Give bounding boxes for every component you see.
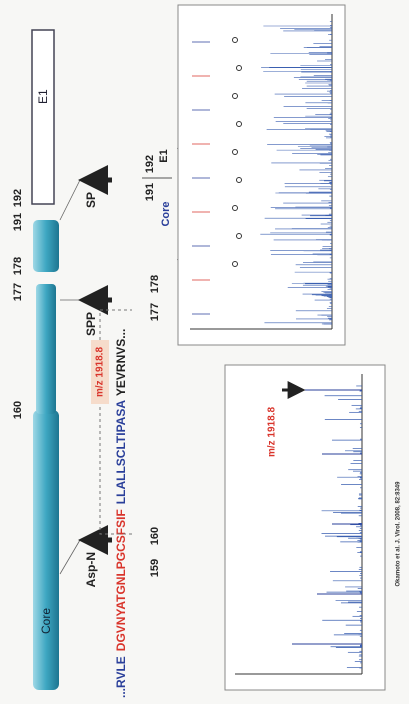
residue-number: 178 <box>149 275 161 293</box>
residue-number: 191 <box>144 183 156 201</box>
e1-bar <box>32 30 54 204</box>
enzyme-label: Asp-N <box>84 552 98 587</box>
enzyme-label: SP <box>84 192 98 208</box>
position-label: 191 <box>12 213 24 231</box>
ms-panel <box>225 365 385 690</box>
cleavage-right: E1 <box>158 149 170 162</box>
enzyme-label: SPP <box>84 312 98 336</box>
position-label: 177 <box>12 283 24 301</box>
core-label: Core <box>39 608 53 634</box>
position-label: 160 <box>12 401 24 419</box>
page: Core E1 160 177 178 191 192 Asp-N SPP SP… <box>0 0 409 704</box>
sequence: ...RVLE DGVNYATGNLPGCSFSIF LLALLSCLTIPASA Y… <box>114 329 128 698</box>
residue-number: 177 <box>149 303 161 321</box>
cleavage-left: Core <box>160 201 172 226</box>
peptide-mass: m/z 1918.8 <box>95 347 106 397</box>
core-bar <box>33 410 59 690</box>
residue-number: 159 <box>149 559 161 577</box>
sequence-part: ...RVLE <box>114 656 128 698</box>
core-bar-segment <box>36 284 56 414</box>
position-label: 178 <box>12 257 24 275</box>
slide: Core E1 160 177 178 191 192 Asp-N SPP SP… <box>0 0 409 704</box>
sequence-part: YEVRNVS... <box>114 329 128 396</box>
position-label: 192 <box>12 189 24 207</box>
sequence-part: LLALLSCLTIPASA <box>114 400 128 505</box>
e1-label: E1 <box>36 89 50 104</box>
sequence-part: DGVNYATGNLPGCSFSIF <box>114 509 128 651</box>
spectrum-label: m/z 1918.8 <box>267 407 278 457</box>
signal-segment <box>33 220 59 272</box>
residue-number: 192 <box>144 155 156 173</box>
residue-number: 160 <box>149 527 161 545</box>
citation: Okamoto et al. J. Virol. 2008, 82:8349 <box>396 481 402 587</box>
